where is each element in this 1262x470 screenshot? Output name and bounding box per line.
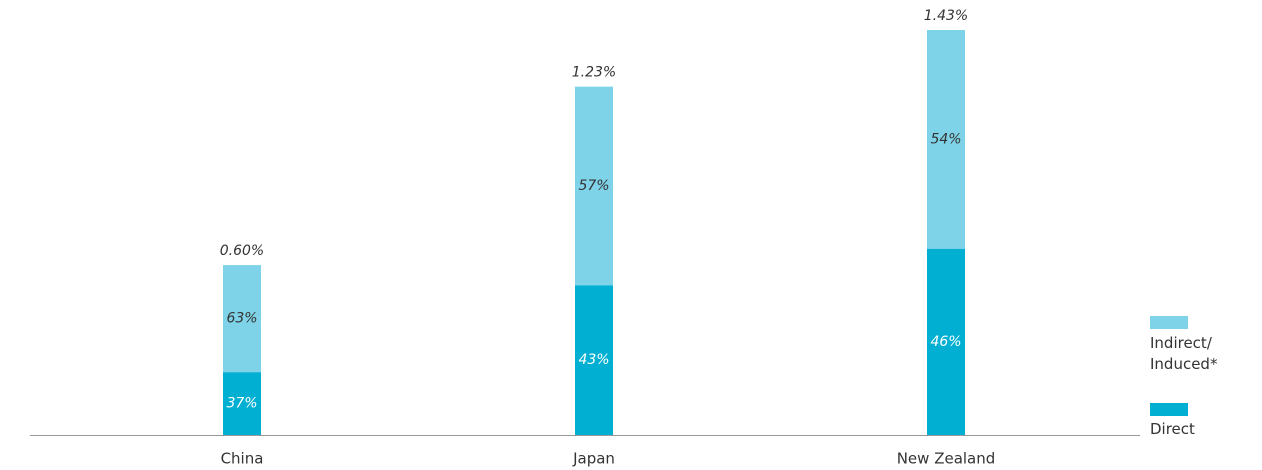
bar-segment [223, 372, 261, 435]
bar-segment [575, 285, 613, 435]
bar-segment [575, 86, 613, 286]
segment-label: 57% [578, 178, 609, 194]
x-tick-label: Japan [572, 450, 615, 468]
segment-label: 43% [578, 352, 609, 368]
segment-label: 46% [930, 334, 961, 350]
x-tick-label: New Zealand [897, 450, 996, 468]
segment-label: 63% [226, 311, 257, 327]
segment-label: 54% [930, 131, 961, 147]
total-label: 0.60% [220, 243, 264, 259]
legend-swatch [1150, 316, 1188, 329]
legend-swatch [1150, 403, 1188, 416]
total-label: 1.23% [572, 65, 616, 81]
segment-label: 37% [226, 396, 257, 412]
bar-segment [927, 30, 965, 249]
bar-segment [223, 265, 261, 373]
x-tick-label: China [221, 450, 264, 468]
total-label: 1.43% [924, 8, 968, 24]
legend-label: Indirect/ Induced* [1150, 334, 1218, 373]
bar-segment [927, 248, 965, 435]
legend-label: Direct [1150, 420, 1195, 438]
